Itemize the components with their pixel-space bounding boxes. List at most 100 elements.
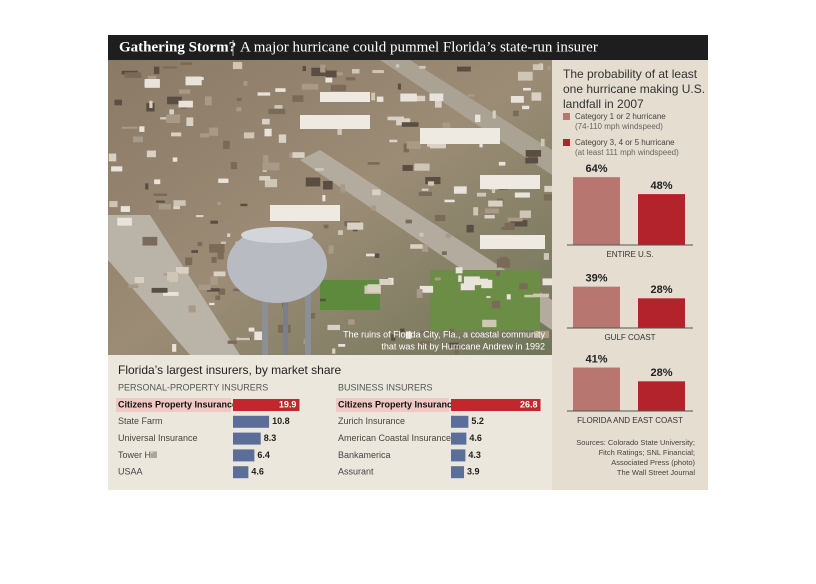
debris-piece — [367, 162, 380, 165]
debris-piece — [533, 293, 550, 298]
category-label: Citizens Property Insurance — [338, 399, 457, 409]
debris-piece — [463, 276, 480, 286]
value-label: 3.9 — [467, 467, 480, 477]
debris-piece — [263, 155, 269, 164]
category-label: Bankamerica — [338, 450, 391, 460]
trailer — [270, 205, 340, 221]
debris-piece — [501, 226, 506, 230]
debris-piece — [338, 343, 346, 347]
debris-piece — [376, 96, 384, 102]
debris-piece — [484, 215, 495, 219]
value-label: 64% — [585, 163, 607, 175]
debris-piece — [206, 288, 220, 292]
legend-swatch — [563, 113, 570, 120]
debris-piece — [188, 77, 204, 80]
debris-piece — [395, 64, 400, 68]
debris-piece — [397, 83, 401, 90]
debris-piece — [198, 284, 211, 291]
debris-piece — [414, 163, 430, 171]
debris-piece — [488, 200, 503, 207]
debris-piece — [419, 232, 424, 237]
debris-piece — [492, 110, 496, 119]
debris-piece — [506, 294, 511, 300]
debris-piece — [197, 241, 203, 247]
debris-piece — [486, 295, 491, 299]
debris-piece — [379, 278, 392, 285]
sources: Fitch Ratings; SNL Financial; — [599, 448, 695, 457]
bar — [451, 432, 467, 445]
debris-piece — [173, 205, 180, 210]
debris-piece — [217, 202, 222, 205]
debris-piece — [348, 319, 355, 325]
debris-piece — [524, 294, 534, 298]
value-label: 26.8 — [520, 399, 538, 409]
photo — [108, 60, 561, 355]
debris-piece — [327, 324, 340, 331]
category-label: State Farm — [118, 416, 163, 426]
debris-piece — [166, 271, 179, 281]
debris-piece — [209, 244, 225, 253]
debris-piece — [268, 108, 286, 115]
debris-piece — [218, 178, 229, 183]
bar — [638, 298, 685, 328]
debris-piece — [111, 166, 123, 172]
debris-piece — [396, 118, 411, 126]
debris-piece — [223, 140, 230, 150]
bar — [638, 381, 685, 411]
debris-piece — [278, 134, 287, 143]
debris-piece — [496, 271, 500, 276]
debris-piece — [427, 141, 444, 147]
sources: Associated Press (photo) — [611, 458, 695, 467]
debris-piece — [292, 95, 304, 102]
debris-piece — [153, 66, 160, 75]
value-label: 8.3 — [264, 433, 277, 443]
debris-piece — [402, 165, 413, 171]
trailer — [320, 92, 370, 102]
category-label: ENTIRE U.S. — [606, 250, 653, 259]
debris-piece — [400, 328, 405, 333]
debris-piece — [534, 330, 550, 339]
trailer — [420, 128, 500, 144]
chart-title: landfall in 2007 — [563, 97, 644, 111]
legend-label: Category 1 or 2 hurricane — [575, 112, 666, 121]
value-label: 4.6 — [251, 467, 264, 477]
debris-piece — [236, 107, 242, 112]
debris-piece — [518, 283, 528, 290]
debris-piece — [351, 68, 360, 74]
debris-piece — [132, 136, 143, 143]
debris-piece — [510, 96, 524, 103]
value-label: 4.6 — [469, 433, 482, 443]
debris-piece — [454, 349, 460, 355]
value-label: 39% — [585, 273, 607, 285]
debris-piece — [323, 180, 333, 190]
debris-piece — [330, 84, 347, 91]
debris-piece — [401, 122, 419, 127]
header-bar — [108, 35, 708, 60]
debris-piece — [542, 278, 559, 286]
bar — [233, 449, 255, 462]
debris-piece — [421, 244, 429, 252]
water-tower — [227, 227, 327, 303]
tower-leg — [262, 285, 268, 355]
debris-piece — [210, 276, 218, 285]
debris-piece — [532, 64, 542, 71]
debris-piece — [323, 224, 329, 229]
value-label: 6.4 — [257, 450, 270, 460]
debris-piece — [400, 93, 417, 102]
section-title: Florida’s largest insurers, by market sh… — [118, 363, 342, 377]
debris-piece — [372, 189, 381, 196]
debris-piece — [163, 292, 179, 296]
debris-piece — [167, 96, 182, 105]
debris-piece — [484, 208, 500, 214]
debris-piece — [314, 167, 324, 171]
debris-piece — [169, 109, 174, 115]
debris-piece — [444, 199, 455, 203]
debris-piece — [108, 153, 117, 162]
debris-piece — [142, 236, 158, 246]
debris-piece — [345, 77, 356, 81]
debris-piece — [498, 161, 506, 166]
debris-piece — [320, 298, 326, 302]
debris-piece — [540, 138, 545, 147]
debris-piece — [171, 132, 182, 137]
bar — [233, 466, 249, 479]
